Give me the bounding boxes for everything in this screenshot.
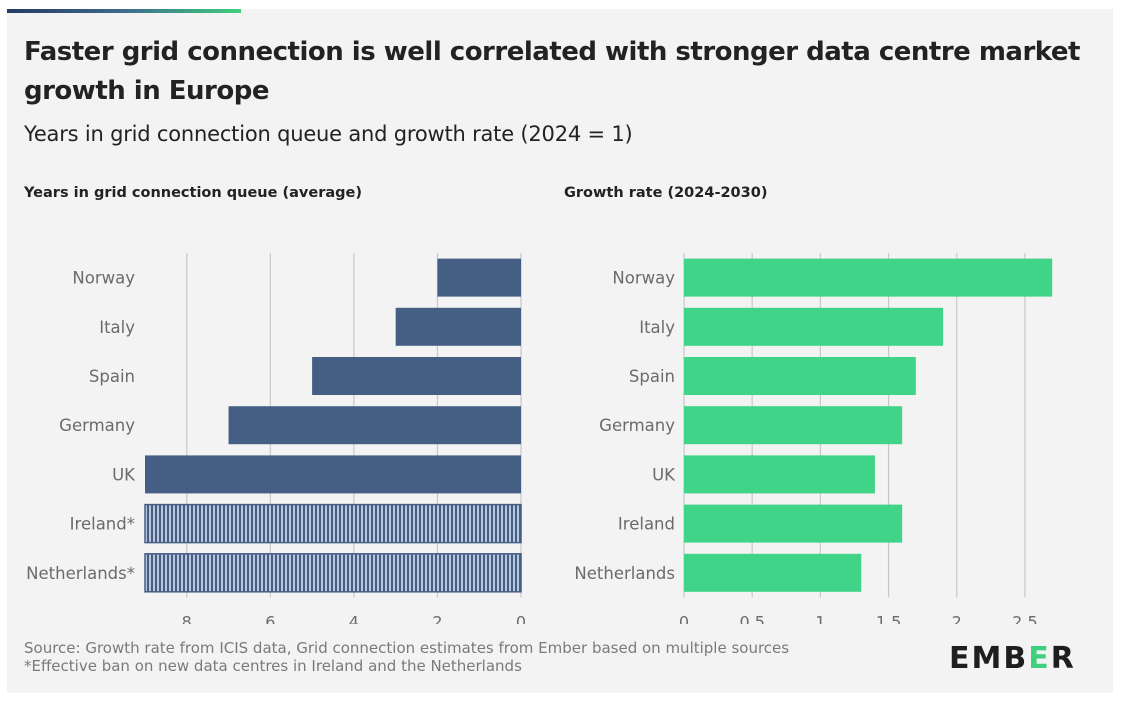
bar-germany [228,406,522,445]
queue-chart: Norway Italy Spain Germany UK Ireland* Netherl… [26,253,526,624]
bar-uk [145,455,521,494]
bar-spain [312,357,521,395]
bar-norway [684,258,1053,297]
tick-label: 8 [182,612,192,624]
category-label: Spain [89,367,135,386]
chart-subtitle: Years in grid connection queue and growt… [24,122,633,146]
category-label: Netherlands [574,564,675,583]
category-label: Norway [612,269,675,288]
category-label: Italy [99,318,135,337]
category-label: Spain [629,367,675,386]
category-label: Germany [599,416,675,435]
bar-uk [684,455,875,494]
category-label: Netherlands* [26,564,135,583]
category-label: Norway [72,269,135,288]
bar-spain [684,357,916,395]
bar-netherlands [684,553,862,592]
category-label: Ireland* [70,515,135,534]
bar-ireland [144,503,522,544]
category-label: UK [112,465,136,484]
ember-logo: EMBER [949,641,1076,676]
tick-label: 2 [432,612,442,624]
tick-label: 0 [679,612,689,624]
tick-label: 6 [265,612,275,624]
tick-label: 0.5 [739,612,764,624]
tick-label: 0 [516,612,526,624]
accent-bar [7,9,241,13]
source-note: Source: Growth rate from ICIS data, Grid… [24,639,790,657]
bar-italy [684,307,944,346]
bar-norway [437,258,521,297]
tick-label: 1 [815,612,825,624]
left-panel-title: Years in grid connection queue (average) [24,185,362,201]
tick-label: 1.5 [876,612,901,624]
growth-chart: Norway Italy Spain Germany UK Ireland Netherla… [574,253,1053,624]
asterisk-note: *Effective ban on new data centres in Ir… [24,657,522,675]
bar-ireland [684,504,903,543]
tick-label: 2.5 [1012,612,1037,624]
bar-netherlands [144,553,522,593]
category-label: Germany [59,416,135,435]
right-panel-title: Growth rate (2024-2030) [564,185,768,201]
chart-card: Faster grid connection is well correlate… [7,9,1113,693]
bar-germany [684,406,903,445]
category-label: Ireland [618,515,675,534]
category-label: UK [652,465,676,484]
tick-label: 4 [349,612,359,624]
bar-italy [395,307,521,346]
footer: Source: Growth rate from ICIS data, Grid… [24,639,789,675]
chart-title: Faster grid connection is well correlate… [24,37,1080,106]
tick-label: 2 [952,612,962,624]
category-label: Italy [639,318,675,337]
